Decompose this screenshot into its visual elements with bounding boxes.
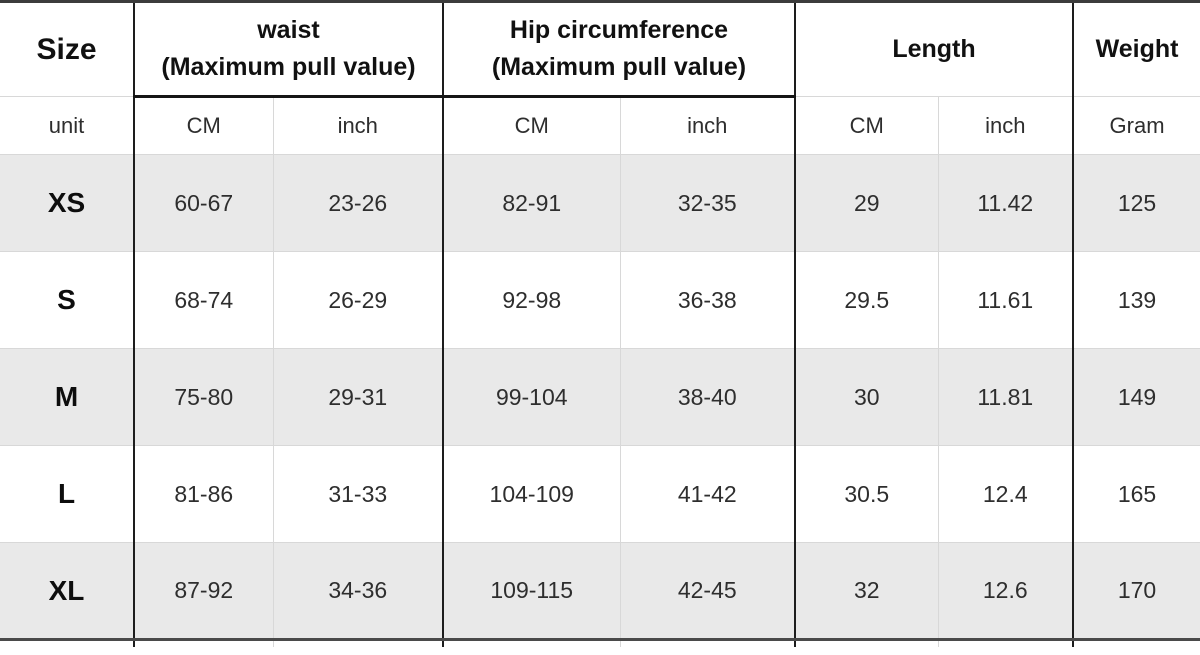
length-inch-cell: 11.81 <box>938 348 1075 446</box>
hip-cm-cell: 99-104 <box>443 348 621 446</box>
waist-inch-cell: 26-29 <box>273 251 444 349</box>
waist-inch-cell: 34-36 <box>273 542 444 641</box>
hip-cm-unit: CM <box>443 96 621 155</box>
size-cell: XS <box>0 154 135 252</box>
size-cell: M <box>0 348 135 446</box>
weight-cell: 139 <box>1073 251 1200 349</box>
weight-cell: 165 <box>1073 445 1200 543</box>
length-cm-cell: 32 <box>795 542 939 641</box>
length-inch-unit: inch <box>938 96 1075 155</box>
waist-cm-cell: 87-92 <box>134 542 274 641</box>
table-row-xs: XS 60-67 23-26 82-91 32-35 29 11.42 125 <box>0 154 1200 252</box>
hip-group-subtitle: (Maximum pull value) <box>491 53 747 81</box>
size-cell: XL <box>0 542 135 641</box>
length-cm-cell: 30.5 <box>795 445 939 543</box>
length-inch-cell: 12.4 <box>938 445 1075 543</box>
hip-cm-cell: 82-91 <box>443 154 621 252</box>
hip-inch-cell: 38-40 <box>620 348 796 446</box>
waist-cm-unit: CM <box>134 96 274 155</box>
length-group-header: Length <box>795 1 1075 97</box>
hip-inch-cell: 41-42 <box>620 445 796 543</box>
hip-inch-cell: 32-35 <box>620 154 796 252</box>
cutoff-row-sliver <box>0 639 1200 647</box>
hip-inch-cell: 36-38 <box>620 251 796 349</box>
length-cm-unit: CM <box>795 96 939 155</box>
table-header-row: Size waist (Maximum pull value) Hip circ… <box>0 1 1200 98</box>
waist-group-header: waist (Maximum pull value) <box>134 1 444 98</box>
waist-inch-cell: 31-33 <box>273 445 444 543</box>
table-row-s: S 68-74 26-29 92-98 36-38 29.5 11.61 139 <box>0 251 1200 349</box>
hip-group-header: Hip circumference (Maximum pull value) <box>443 1 796 98</box>
unit-row: unit CM inch CM inch CM inch Gram <box>0 96 1200 155</box>
length-cm-cell: 29 <box>795 154 939 252</box>
length-cm-cell: 29.5 <box>795 251 939 349</box>
waist-inch-cell: 29-31 <box>273 348 444 446</box>
size-cell: L <box>0 445 135 543</box>
length-inch-cell: 12.6 <box>938 542 1075 641</box>
size-column-header: Size <box>0 1 135 97</box>
weight-cell: 125 <box>1073 154 1200 252</box>
hip-inch-unit: inch <box>620 96 796 155</box>
waist-cm-cell: 81-86 <box>134 445 274 543</box>
hip-group-title: Hip circumference <box>509 15 729 44</box>
weight-cell: 170 <box>1073 542 1200 641</box>
length-cm-cell: 30 <box>795 348 939 446</box>
length-inch-cell: 11.61 <box>938 251 1075 349</box>
waist-inch-unit: inch <box>273 96 444 155</box>
weight-gram-unit: Gram <box>1073 96 1200 155</box>
length-inch-cell: 11.42 <box>938 154 1075 252</box>
hip-cm-cell: 104-109 <box>443 445 621 543</box>
waist-inch-cell: 23-26 <box>273 154 444 252</box>
table-row-m: M 75-80 29-31 99-104 38-40 30 11.81 149 <box>0 348 1200 446</box>
waist-cm-cell: 60-67 <box>134 154 274 252</box>
waist-cm-cell: 75-80 <box>134 348 274 446</box>
hip-cm-cell: 109-115 <box>443 542 621 641</box>
weight-cell: 149 <box>1073 348 1200 446</box>
unit-label-cell: unit <box>0 96 135 155</box>
waist-group-title: waist <box>257 15 320 44</box>
table-row-l: L 81-86 31-33 104-109 41-42 30.5 12.4 16… <box>0 445 1200 543</box>
table-row-xl: XL 87-92 34-36 109-115 42-45 32 12.6 170 <box>0 542 1200 641</box>
hip-cm-cell: 92-98 <box>443 251 621 349</box>
size-cell: S <box>0 251 135 349</box>
waist-group-subtitle: (Maximum pull value) <box>161 53 416 81</box>
hip-inch-cell: 42-45 <box>620 542 796 641</box>
weight-group-header: Weight <box>1073 1 1200 97</box>
waist-cm-cell: 68-74 <box>134 251 274 349</box>
